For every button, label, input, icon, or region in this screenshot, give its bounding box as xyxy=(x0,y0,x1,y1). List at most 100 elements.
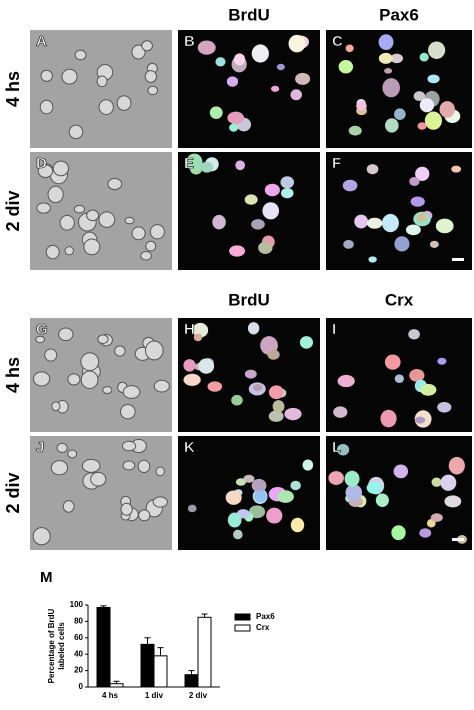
cell xyxy=(235,478,246,486)
column-header: Crx xyxy=(385,290,414,309)
cell xyxy=(413,91,426,102)
cell xyxy=(244,194,258,205)
y-tick-label: 20 xyxy=(74,666,83,675)
cell xyxy=(59,214,75,231)
cell xyxy=(394,108,406,121)
row-label: 2 div xyxy=(3,472,23,513)
cell xyxy=(131,44,146,60)
cell xyxy=(431,477,442,487)
panel-letter: G xyxy=(36,321,48,338)
cell xyxy=(90,471,107,487)
legend-label: Crx xyxy=(256,623,270,632)
panel-letter: J xyxy=(36,439,44,456)
cell xyxy=(378,52,393,64)
cell xyxy=(80,352,100,372)
cell xyxy=(183,359,196,372)
cell xyxy=(262,202,280,220)
panel-letter: C xyxy=(332,33,343,50)
cell xyxy=(145,240,157,252)
cell xyxy=(212,214,226,230)
cell xyxy=(137,459,151,473)
cell xyxy=(385,118,399,133)
cell xyxy=(378,34,394,51)
cell xyxy=(225,490,242,505)
bar xyxy=(197,616,212,688)
cell xyxy=(187,504,197,513)
legend-swatch xyxy=(234,613,251,621)
cell xyxy=(44,348,58,362)
micrograph xyxy=(30,436,172,550)
cell xyxy=(36,202,51,214)
cell xyxy=(74,49,87,61)
cell xyxy=(227,111,245,125)
cell xyxy=(251,219,265,230)
cell xyxy=(153,379,170,393)
cell xyxy=(244,369,257,379)
cell xyxy=(266,507,283,524)
cell xyxy=(86,209,100,222)
cell xyxy=(420,383,437,396)
cell xyxy=(428,41,446,59)
cell xyxy=(107,178,123,191)
cell xyxy=(234,53,246,66)
cell xyxy=(276,63,285,71)
cell xyxy=(419,52,429,62)
cell xyxy=(83,238,101,256)
cell xyxy=(50,460,69,476)
cell xyxy=(33,371,51,387)
panel-letter: B xyxy=(184,33,195,50)
cell xyxy=(345,44,354,53)
scale-bar xyxy=(452,258,464,261)
cell xyxy=(39,99,54,115)
cell xyxy=(183,373,201,386)
cell xyxy=(344,470,360,487)
cell xyxy=(277,490,294,503)
cell xyxy=(302,459,314,471)
cell xyxy=(198,358,215,374)
cell xyxy=(122,385,141,399)
cell xyxy=(427,74,440,84)
cell xyxy=(356,101,367,111)
cell xyxy=(451,165,462,173)
y-tick-label: 60 xyxy=(74,633,83,642)
cell xyxy=(338,60,354,74)
row-label: 4 hs xyxy=(3,71,23,107)
scale-bar xyxy=(452,538,464,541)
y-axis-label: Percentage of BrdU xyxy=(47,608,56,683)
cell xyxy=(45,244,60,260)
cell xyxy=(390,53,403,64)
cell xyxy=(96,75,108,88)
cell xyxy=(120,502,133,516)
cell xyxy=(416,212,427,223)
cell xyxy=(337,374,355,388)
cell xyxy=(147,85,159,96)
cell xyxy=(429,240,439,248)
cell xyxy=(122,460,136,471)
micrograph xyxy=(178,436,320,550)
cell xyxy=(415,166,430,181)
bar xyxy=(109,683,124,688)
cell xyxy=(67,373,81,386)
cell xyxy=(439,101,455,118)
cell xyxy=(116,95,132,111)
cell xyxy=(437,357,447,365)
cell xyxy=(124,216,135,225)
cell xyxy=(393,464,409,479)
cell xyxy=(68,124,84,140)
cell xyxy=(410,196,425,207)
cell xyxy=(62,500,75,513)
cell xyxy=(405,224,421,236)
cell xyxy=(254,490,267,503)
cell xyxy=(131,226,146,241)
column-header: BrdU xyxy=(228,290,270,309)
cell xyxy=(415,416,426,424)
bar xyxy=(140,643,155,688)
cell xyxy=(209,106,223,119)
cell xyxy=(258,241,273,254)
cell xyxy=(354,214,369,229)
cell xyxy=(64,246,74,256)
cell xyxy=(58,327,74,342)
cell xyxy=(35,335,46,344)
y-tick-label: 40 xyxy=(74,649,83,658)
cell xyxy=(342,179,358,192)
